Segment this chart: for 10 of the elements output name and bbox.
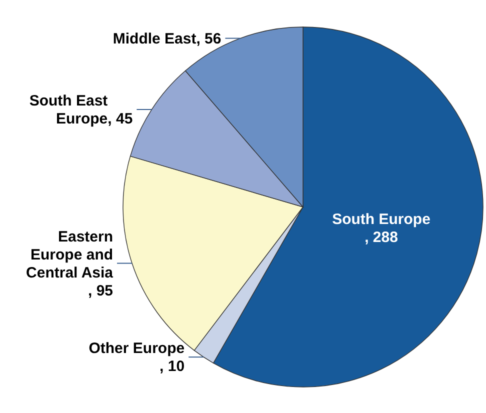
slice-label: South Europe [332,210,430,228]
data-label: , 10 [160,358,185,376]
data-label: , 95 [88,282,114,300]
slice-label: South East Europe [29,92,108,128]
slice-label: Eastern Europe and Central Asia [26,228,114,282]
data-label: , 45 [108,110,133,128]
slice-label: Middle East [112,30,196,48]
data-label: , 56 [196,30,222,48]
data-label: , 288 [364,228,398,246]
slice-label: Other Europe [88,340,185,358]
